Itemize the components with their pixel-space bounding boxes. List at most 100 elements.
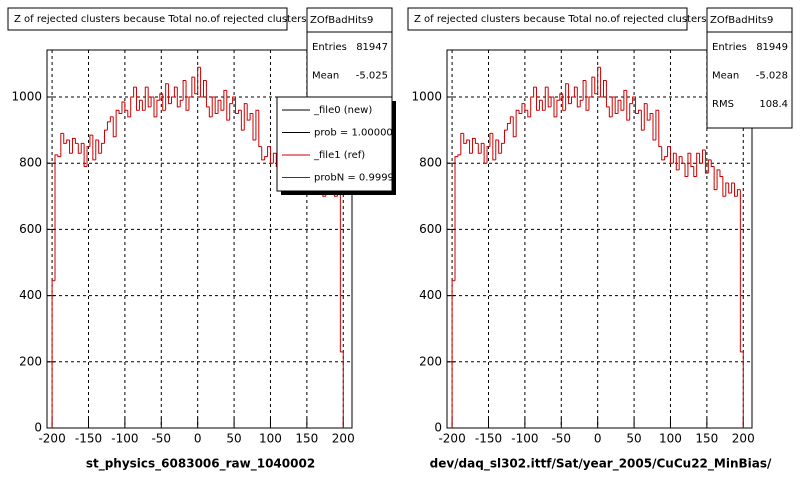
histogram-bin [573, 86, 578, 98]
stats-box [306, 7, 393, 101]
histogram-bin [678, 156, 683, 170]
histogram-bin [739, 189, 744, 428]
histogram-bin [477, 143, 482, 154]
histogram-bin [168, 83, 172, 105]
histogram-bin [133, 86, 137, 98]
histogram-bin [629, 103, 633, 121]
histogram-bin [699, 153, 703, 164]
histogram-bin [512, 116, 517, 138]
x-tick-label: -50 [151, 432, 171, 446]
x-tick-label: 100 [659, 432, 682, 446]
histogram-bin [649, 113, 654, 121]
histogram-bin [451, 280, 456, 428]
histogram-bin [261, 146, 265, 161]
histogram-bin [524, 103, 528, 111]
histogram-bin [69, 140, 73, 154]
histogram-bin [611, 96, 616, 117]
x-tick-label: 50 [626, 432, 641, 446]
histogram-bin [533, 86, 537, 98]
histogram-bin [693, 166, 697, 177]
legend-label: _file1 (ref) [313, 150, 365, 161]
histogram-bin [614, 97, 619, 115]
y-tick-label: 800 [19, 156, 42, 170]
histogram-bin [469, 140, 473, 154]
stats-title: ZOfBadHits9 [310, 15, 373, 26]
histogram-bin [690, 153, 694, 168]
histogram-bin [74, 138, 79, 144]
histogram-bin [605, 80, 610, 108]
histogram-bin [101, 142, 105, 154]
legend-label: prob = 1.000000 [314, 128, 399, 139]
y-tick-label: 0 [34, 421, 42, 435]
stats-key: Entries [312, 42, 347, 53]
histogram-bin [83, 143, 88, 168]
histogram-bin [486, 146, 490, 164]
histogram-bin [591, 76, 595, 98]
histogram-bin [483, 143, 488, 164]
title-box [407, 7, 688, 31]
histogram-bin [77, 143, 82, 154]
chart-title: Z of rejected clusters because Total no.… [414, 14, 706, 25]
histogram-bin [205, 80, 210, 108]
histogram-bin [173, 86, 178, 98]
histogram-bin [498, 140, 502, 154]
histogram-bin [269, 146, 274, 164]
histogram-bin [223, 89, 227, 111]
x-axis-label: dev/daq_sl302.ittf/Sat/year_2005/CuCu22_… [430, 457, 772, 472]
histogram-bin [86, 146, 90, 167]
y-tick-label: 600 [19, 222, 42, 236]
histogram-bin [728, 183, 732, 194]
x-tick-label: -100 [511, 432, 538, 446]
histogram-bin [582, 79, 587, 101]
x-tick-label: -100 [111, 432, 138, 446]
histogram-bin [565, 83, 569, 111]
stats-value: 108.4 [759, 99, 788, 110]
histogram-bin [211, 96, 216, 117]
histogram-bin [63, 133, 67, 144]
histogram-bin [626, 90, 630, 121]
x-tick-label: 150 [695, 432, 718, 446]
histogram-bin [722, 176, 726, 197]
histogram-bin [568, 83, 572, 105]
histogram-bin [684, 163, 688, 177]
histogram-bin [541, 100, 546, 111]
histogram-bin [153, 97, 157, 118]
histogram-bin [506, 122, 511, 131]
histogram-bin [147, 87, 152, 108]
legend-box [276, 96, 393, 192]
histogram-bin [536, 87, 540, 111]
histogram-bin [156, 99, 160, 117]
histogram-bin [585, 80, 589, 111]
histogram-bin [736, 189, 741, 197]
histogram-bin [208, 106, 213, 118]
histogram-bin [109, 116, 114, 122]
y-tick-label: 0 [434, 421, 442, 435]
histogram-bin [608, 106, 613, 118]
histogram-bin [669, 146, 674, 164]
histogram-bin [681, 156, 686, 164]
histogram-bin [515, 109, 520, 137]
histogram-bin [702, 149, 706, 164]
y-tick-label: 200 [419, 354, 442, 368]
histogram-bin [553, 97, 557, 118]
histogram-bin [136, 87, 140, 111]
histogram-bin [246, 103, 251, 121]
histogram-bin [264, 156, 268, 160]
x-tick-label: 150 [295, 432, 318, 446]
histogram-bin [632, 96, 636, 104]
histogram-bin [594, 77, 598, 95]
histogram-bin [237, 109, 242, 114]
stats-value: -5.028 [756, 71, 788, 82]
histogram-bin [66, 139, 70, 144]
histogram-bin [71, 137, 76, 154]
histogram-bin [509, 116, 514, 124]
histogram-bin [556, 99, 560, 117]
legend: _file0 (new) prob = 1.000000 _file1 (ref) p… [282, 105, 399, 184]
histogram-bin [719, 169, 723, 177]
histogram-bin [258, 110, 262, 148]
histogram-bin [232, 96, 236, 104]
histogram-bin [115, 109, 120, 137]
histogram-bin [179, 99, 184, 107]
histogram-bin [255, 109, 259, 141]
histogram-bin [98, 140, 102, 154]
